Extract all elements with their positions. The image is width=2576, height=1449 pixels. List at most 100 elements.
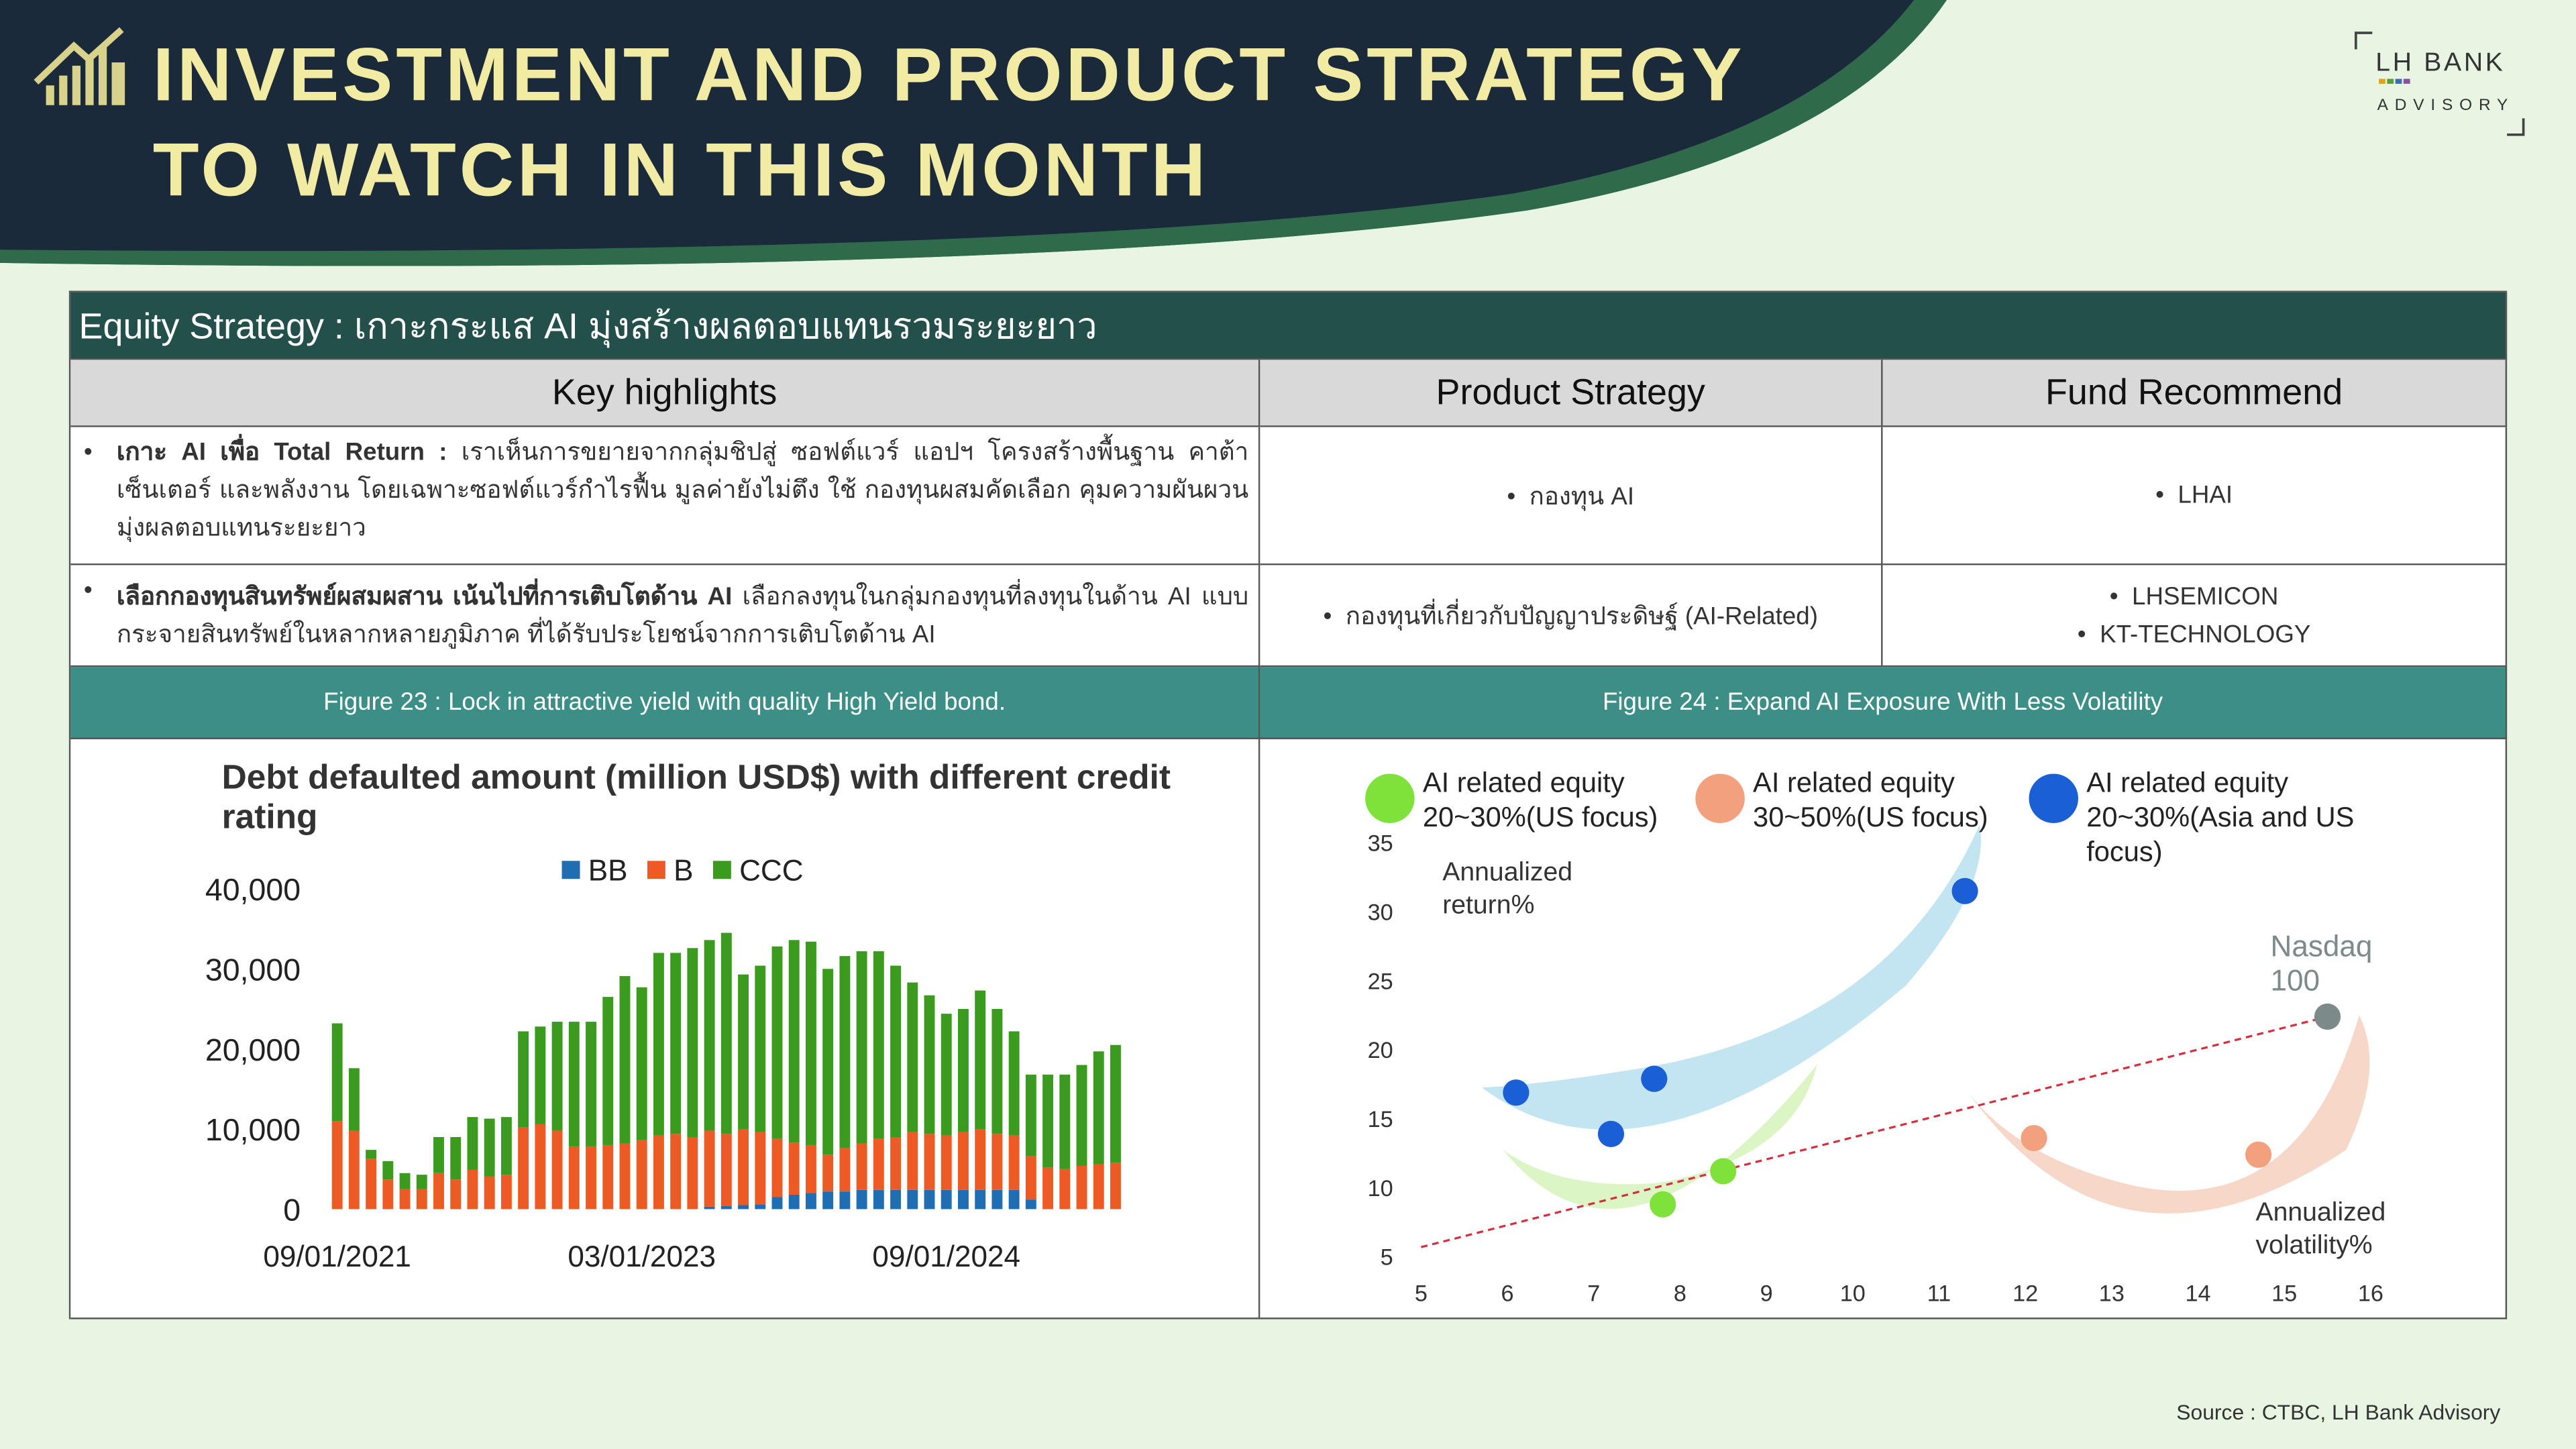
x-tick-label: 8	[1674, 1281, 1686, 1307]
product-cell: กองทุน AI	[1260, 427, 1883, 566]
page-title: INVESTMENT AND PRODUCT STRATEGY	[152, 31, 1746, 117]
bar-segment	[467, 1169, 478, 1210]
bar-segment	[720, 932, 732, 1134]
product: กองทุน AI	[1507, 476, 1635, 515]
bar-segment	[1076, 1165, 1087, 1210]
bar-segment	[771, 1197, 783, 1210]
x-tick-label: 5	[1415, 1281, 1428, 1307]
bar-segment	[518, 1127, 529, 1210]
bar-segment	[890, 965, 902, 1138]
bar-segment	[551, 1022, 563, 1131]
bar-segment	[822, 1155, 834, 1192]
bar-segment	[450, 1137, 462, 1180]
bar-segment	[602, 997, 614, 1145]
bar-segment	[738, 1129, 749, 1205]
bar-segment	[450, 1179, 462, 1210]
bar-segment	[687, 948, 698, 1138]
cluster-shape	[1503, 1064, 1817, 1210]
bar-segment	[704, 1130, 715, 1207]
bar-segment	[822, 969, 834, 1155]
bar-segment	[771, 946, 783, 1139]
x-tick-label: 15	[2271, 1281, 2297, 1307]
bar-segment	[924, 1189, 935, 1210]
bar-segment	[873, 1189, 884, 1210]
source-note: Source : CTBC, LH Bank Advisory	[2176, 1399, 2501, 1425]
bar-segment	[348, 1130, 360, 1210]
bar-segment	[348, 1068, 360, 1131]
bar-segment	[991, 1008, 1003, 1134]
bar-segment	[941, 1135, 952, 1190]
bar-segment	[619, 976, 631, 1144]
fund: LHSEMICON	[2110, 578, 2278, 615]
y-tick-label: 35	[1368, 831, 1393, 857]
bar-segment	[907, 982, 918, 1132]
scatter-point	[1503, 1079, 1529, 1106]
cluster-shape	[1968, 1015, 2370, 1214]
bar-segment	[958, 1132, 969, 1190]
y-tick-label: 5	[1381, 1245, 1393, 1271]
bar-segment	[755, 1132, 766, 1205]
bar-segment	[653, 1135, 664, 1210]
bar-segment	[890, 1189, 902, 1210]
bar-segment	[1042, 1074, 1054, 1168]
y-tick-label: 20	[1368, 1038, 1393, 1063]
bar-segment	[586, 1146, 596, 1210]
fund-cell: LHSEMICONKT-TECHNOLOGY	[1882, 565, 2508, 667]
bar-segment	[551, 1130, 563, 1210]
bar-segment	[704, 940, 715, 1131]
bar-segment	[856, 1143, 867, 1190]
bar-segment	[975, 990, 986, 1130]
column-header: Product Strategy	[1260, 360, 1883, 427]
scatter-point	[1650, 1191, 1676, 1218]
bar-segment	[720, 1134, 732, 1206]
bar-segment	[433, 1137, 444, 1173]
cluster-shape	[1481, 824, 1982, 1130]
bar-segment	[1025, 1199, 1036, 1210]
bar-segment	[822, 1191, 834, 1210]
bar-segment	[416, 1175, 427, 1189]
x-tick-label: 13	[2099, 1281, 2125, 1307]
bar-segment	[518, 1031, 529, 1128]
bar-segment	[382, 1161, 394, 1180]
bar-segment	[975, 1129, 986, 1190]
bar-segment	[484, 1176, 495, 1210]
x-tick-label: 16	[2358, 1281, 2383, 1307]
bar-segment	[1093, 1051, 1104, 1165]
legend-marker	[1365, 773, 1415, 823]
bar-segment	[924, 1134, 935, 1190]
bar-segment	[416, 1189, 427, 1210]
bar-segment	[856, 951, 867, 1144]
x-tick-label: 9	[1760, 1281, 1773, 1307]
highlight-bold: เลือกกองทุนสินทรัพย์ผสมผสาน เน้นไปที่การ…	[116, 583, 733, 612]
bar-segment	[366, 1150, 377, 1159]
bar-segment	[1025, 1074, 1036, 1157]
fund: KT-TECHNOLOGY	[2078, 615, 2310, 653]
bar-segment	[720, 1205, 732, 1210]
bar-segment	[1042, 1167, 1054, 1210]
bar-segment	[568, 1146, 580, 1210]
legend-marker	[1695, 773, 1745, 823]
bar-segment	[941, 1189, 952, 1210]
bar-segment	[636, 1140, 647, 1210]
page-title: TO WATCH IN THIS MONTH	[152, 126, 1209, 212]
legend-label: AI related equity 30~50%(US focus)	[1753, 767, 1988, 833]
legend-swatch	[647, 861, 665, 879]
bar-segment	[399, 1189, 411, 1210]
y-tick-label: 25	[1368, 969, 1393, 994]
y-tick-label: 30	[1368, 900, 1393, 925]
scatter-point	[1641, 1065, 1668, 1092]
bar-segment	[366, 1159, 377, 1210]
x-tick-label: 09/01/2024	[872, 1240, 1020, 1273]
section-title: Equity Strategy : เกาะกระแส AI มุ่งสร้าง…	[70, 292, 2508, 360]
y-tick-label: 10	[1368, 1176, 1393, 1201]
y-tick-label: 15	[1368, 1107, 1393, 1132]
bar-segment	[975, 1189, 986, 1210]
bar-segment	[771, 1138, 783, 1197]
chart-panel	[1260, 739, 2508, 1320]
bar-segment	[1093, 1164, 1104, 1210]
highlight-bold: เกาะ AI เพื่อ Total Return :	[116, 438, 447, 467]
x-tick-label: 12	[2012, 1281, 2038, 1307]
bar-segment	[991, 1189, 1003, 1210]
